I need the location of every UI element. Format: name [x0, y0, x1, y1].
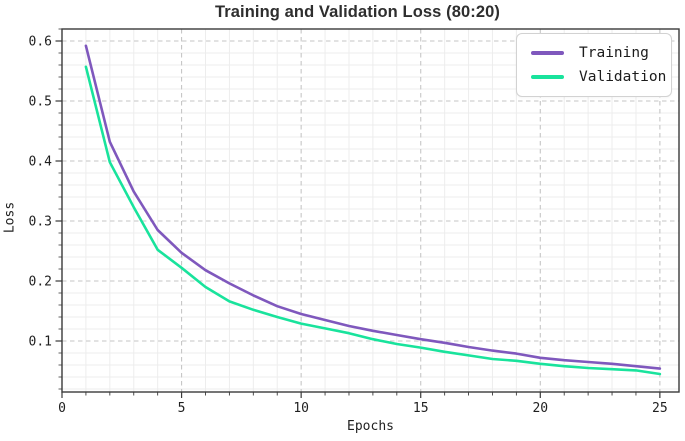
legend: Training Validation: [516, 33, 672, 97]
svg-text:0.3: 0.3: [29, 215, 52, 230]
legend-item-training: Training: [531, 41, 659, 65]
legend-label-training: Training: [579, 45, 649, 61]
validation-line-swatch: [531, 75, 564, 79]
svg-text:0.5: 0.5: [29, 95, 52, 110]
legend-item-validation: Validation: [531, 65, 666, 89]
svg-text:15: 15: [413, 401, 429, 416]
y-axis-label: Loss: [2, 201, 18, 234]
svg-text:20: 20: [532, 401, 548, 416]
training-line-swatch: [531, 51, 564, 55]
svg-text:10: 10: [293, 401, 309, 416]
chart-title: Training and Validation Loss (80:20): [214, 3, 501, 21]
svg-text:0.1: 0.1: [29, 335, 52, 350]
svg-text:0.2: 0.2: [29, 275, 52, 290]
svg-text:5: 5: [178, 401, 186, 416]
svg-text:25: 25: [652, 401, 668, 416]
svg-text:0.6: 0.6: [29, 35, 52, 50]
svg-text:0.4: 0.4: [29, 155, 53, 170]
x-axis-label: Epochs: [347, 419, 394, 434]
legend-label-validation: Validation: [579, 69, 667, 85]
svg-text:0: 0: [58, 401, 66, 416]
